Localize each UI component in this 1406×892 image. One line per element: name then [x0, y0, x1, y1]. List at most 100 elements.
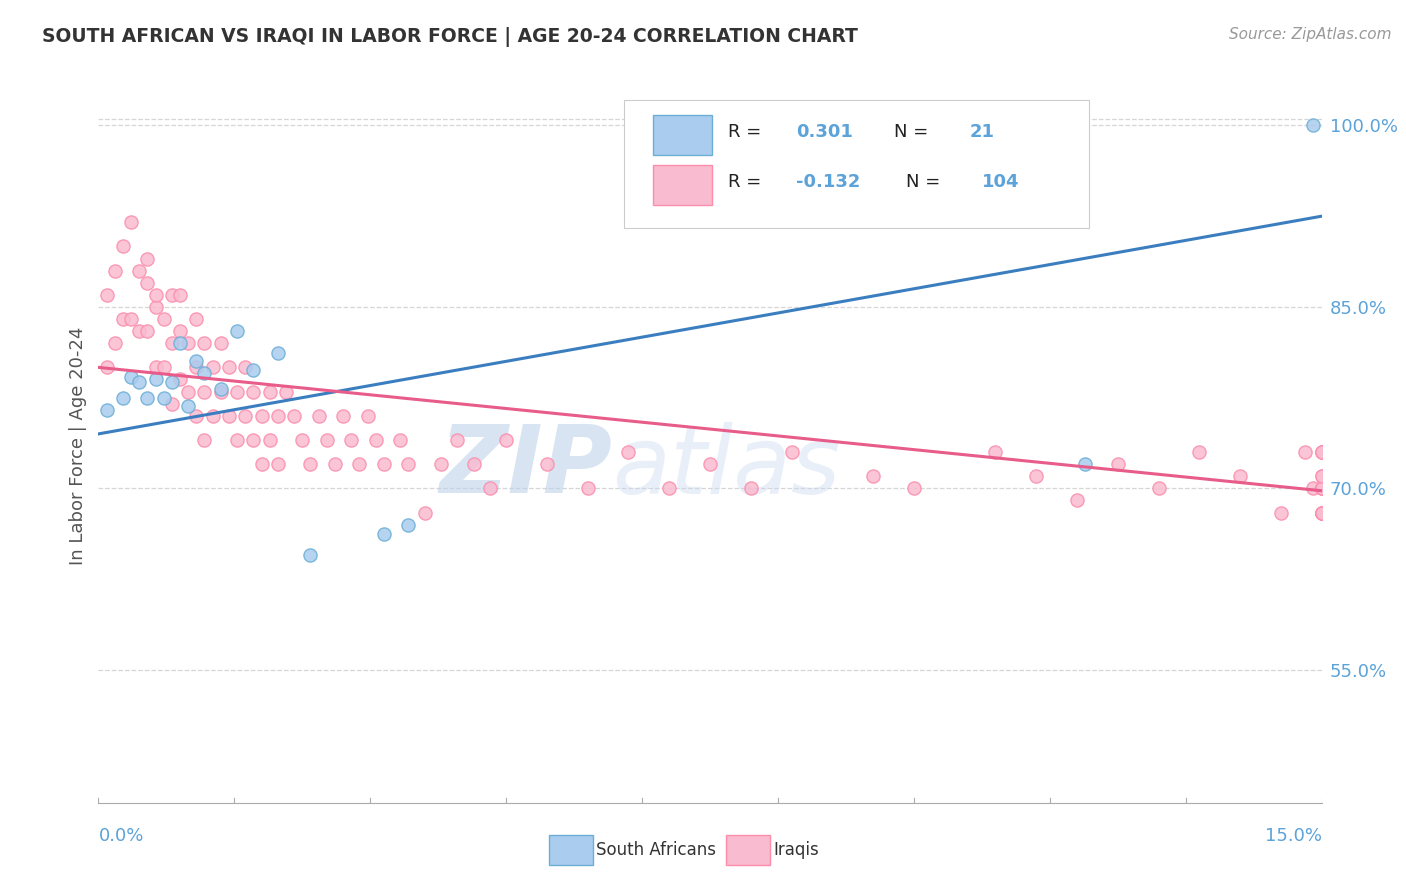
Text: 0.301: 0.301	[796, 123, 852, 141]
Point	[136, 276, 159, 290]
Point	[242, 433, 264, 447]
Point	[111, 391, 134, 405]
Point	[218, 409, 240, 423]
Y-axis label: In Labor Force | Age 20-24: In Labor Force | Age 20-24	[69, 326, 87, 566]
Point	[169, 324, 191, 338]
Point	[1229, 469, 1251, 483]
Point	[1310, 481, 1333, 495]
Point	[152, 360, 174, 375]
Point	[1310, 506, 1333, 520]
Point	[267, 409, 290, 423]
Point	[356, 409, 378, 423]
Point	[201, 360, 224, 375]
Point	[233, 360, 256, 375]
Point	[1025, 469, 1047, 483]
Point	[1147, 481, 1170, 495]
Point	[1310, 445, 1333, 459]
Text: R =: R =	[728, 173, 768, 191]
Point	[111, 239, 134, 253]
Point	[128, 324, 150, 338]
Point	[177, 399, 200, 413]
Point	[152, 391, 174, 405]
Point	[373, 457, 395, 471]
Point	[984, 445, 1007, 459]
Point	[250, 457, 273, 471]
Point	[242, 363, 264, 377]
Point	[1270, 506, 1292, 520]
Point	[177, 336, 200, 351]
Point	[495, 433, 517, 447]
Point	[389, 433, 412, 447]
Point	[364, 433, 387, 447]
Point	[478, 481, 501, 495]
Point	[226, 324, 249, 338]
Point	[740, 481, 762, 495]
Point	[1310, 506, 1333, 520]
Point	[259, 433, 281, 447]
Point	[120, 215, 142, 229]
Point	[1188, 445, 1211, 459]
Text: N =: N =	[905, 173, 946, 191]
Point	[96, 288, 118, 302]
Point	[169, 372, 191, 386]
Point	[1302, 481, 1324, 495]
Point	[1107, 457, 1129, 471]
Point	[111, 312, 134, 326]
Point	[242, 384, 264, 399]
Point	[396, 457, 419, 471]
Point	[136, 391, 159, 405]
Point	[1310, 469, 1333, 483]
Text: Source: ZipAtlas.com: Source: ZipAtlas.com	[1229, 27, 1392, 42]
Text: ZIP: ZIP	[439, 421, 612, 514]
Point	[136, 324, 159, 338]
Point	[209, 384, 232, 399]
Text: R =: R =	[728, 123, 768, 141]
Text: SOUTH AFRICAN VS IRAQI IN LABOR FORCE | AGE 20-24 CORRELATION CHART: SOUTH AFRICAN VS IRAQI IN LABOR FORCE | …	[42, 27, 858, 46]
Point	[308, 409, 330, 423]
FancyBboxPatch shape	[652, 165, 713, 205]
Point	[1310, 469, 1333, 483]
Point	[193, 336, 215, 351]
Point	[463, 457, 485, 471]
Point	[283, 409, 305, 423]
Point	[1310, 481, 1333, 495]
Point	[903, 481, 925, 495]
Text: 15.0%: 15.0%	[1264, 827, 1322, 845]
Point	[160, 375, 183, 389]
Point	[186, 409, 208, 423]
Point	[1066, 493, 1088, 508]
Point	[315, 433, 337, 447]
Point	[128, 375, 150, 389]
Point	[104, 263, 127, 277]
Point	[274, 384, 297, 399]
Text: South Africans: South Africans	[596, 841, 716, 859]
Text: atlas: atlas	[612, 422, 841, 513]
Point	[169, 288, 191, 302]
Point	[299, 548, 322, 562]
Point	[193, 433, 215, 447]
Text: -0.132: -0.132	[796, 173, 860, 191]
Point	[96, 402, 118, 417]
Point	[186, 312, 208, 326]
Point	[259, 384, 281, 399]
FancyBboxPatch shape	[652, 115, 713, 155]
Text: 0.0%: 0.0%	[98, 827, 143, 845]
Point	[145, 372, 167, 386]
Point	[145, 300, 167, 314]
Point	[233, 409, 256, 423]
Point	[323, 457, 346, 471]
Point	[1310, 445, 1333, 459]
Point	[576, 481, 599, 495]
Point	[1310, 481, 1333, 495]
Point	[780, 445, 803, 459]
Point	[152, 312, 174, 326]
Point	[658, 481, 681, 495]
Point	[226, 384, 249, 399]
Point	[193, 367, 215, 381]
Point	[209, 336, 232, 351]
Point	[1074, 457, 1097, 471]
Text: 21: 21	[969, 123, 994, 141]
Point	[226, 433, 249, 447]
Point	[1310, 506, 1333, 520]
Point	[145, 288, 167, 302]
